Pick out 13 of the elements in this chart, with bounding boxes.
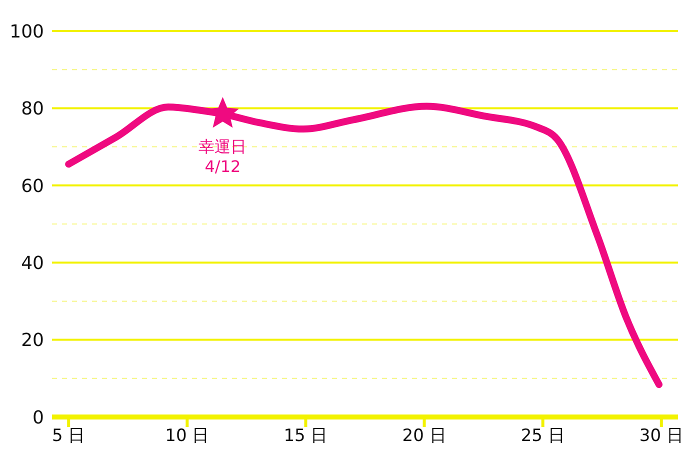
x-tick-label: 30 日	[639, 426, 684, 446]
y-tick-label: 100	[10, 21, 44, 42]
x-tick-label: 25 日	[520, 426, 565, 446]
y-tick-label: 0	[32, 407, 44, 428]
y-tick-label: 80	[21, 98, 44, 120]
annotation: 幸運日 4/12	[198, 136, 247, 176]
y-tick-label: 40	[21, 252, 44, 274]
y-tick-label: 60	[21, 176, 44, 197]
y-tick-label: 20	[21, 330, 44, 352]
x-tick-label: 5 日	[52, 426, 86, 446]
x-tick-label: 15 日	[284, 426, 328, 446]
x-tick-label: 10 日	[165, 426, 210, 446]
x-tick-label: 20 日	[402, 426, 446, 446]
